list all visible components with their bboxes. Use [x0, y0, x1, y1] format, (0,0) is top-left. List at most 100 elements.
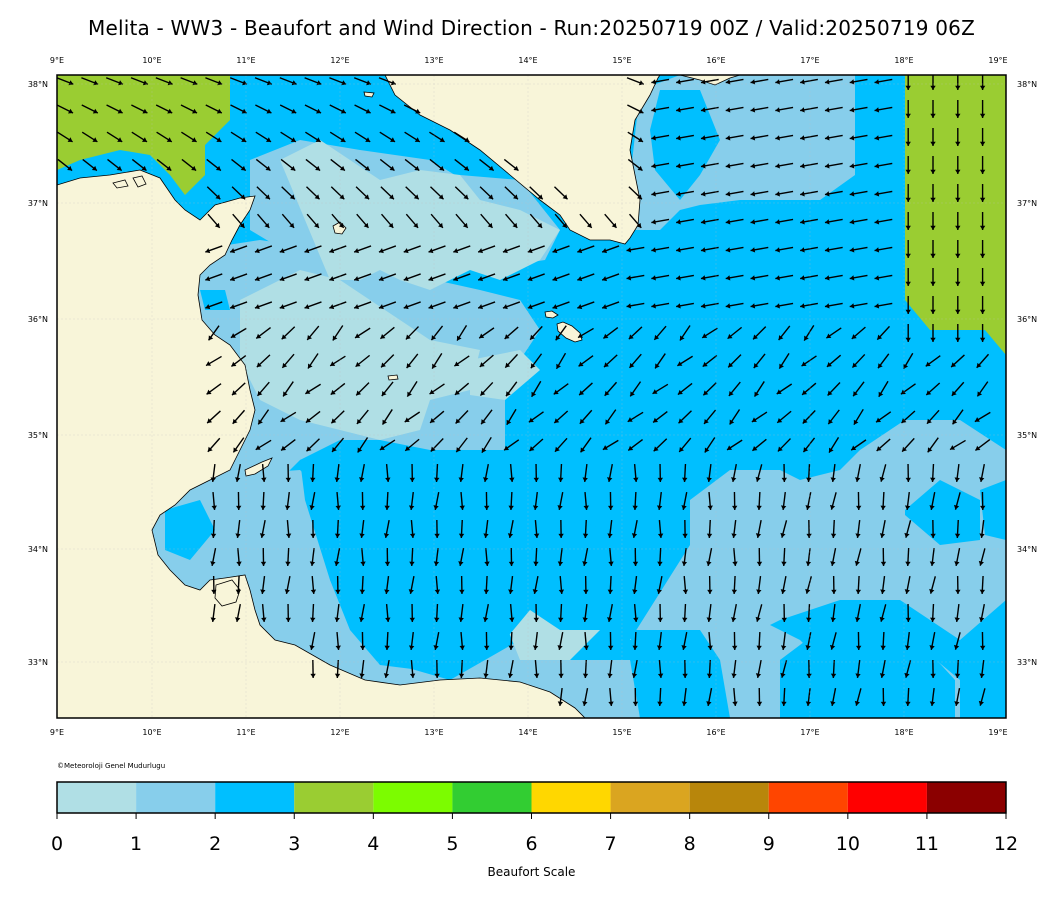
land-masses	[57, 75, 741, 718]
wind-arrow-head	[806, 533, 812, 538]
wind-arrow-head	[537, 222, 543, 228]
wind-arrow-head	[558, 673, 564, 678]
wind-arrow-head	[607, 533, 613, 538]
wind-arrow-head	[304, 304, 310, 310]
wind-arrow-head	[979, 673, 985, 678]
wind-arrow-head	[880, 645, 886, 650]
wind-arrow-head	[611, 222, 617, 228]
wind-arrow-head	[552, 276, 558, 282]
wind-arrow-head	[404, 417, 410, 422]
wind-arrow-head	[955, 141, 961, 146]
wind-arrow-head	[954, 617, 960, 622]
wind-arrow-head	[849, 275, 855, 281]
wind-arrow-head	[265, 165, 271, 171]
wind-arrow-head	[230, 248, 236, 254]
wind-arrow-head	[206, 361, 212, 366]
wind-arrow-head	[236, 561, 242, 566]
wind-arrow-head	[454, 361, 460, 367]
wind-arrow-head	[900, 389, 906, 395]
wind-arrow-head	[310, 589, 317, 594]
colorbar-swatch	[847, 782, 927, 813]
wind-arrow-head	[265, 137, 271, 142]
wind-arrow-head	[558, 589, 565, 594]
wind-arrow-head	[329, 304, 335, 310]
wind-arrow-head	[282, 362, 288, 368]
wind-arrow-head	[755, 616, 761, 622]
colorbar-swatch	[926, 782, 1006, 813]
wind-arrow-head	[577, 248, 583, 254]
wind-arrow-head	[232, 418, 238, 424]
wind-arrow-head	[211, 589, 217, 594]
wind-arrow-head	[456, 447, 462, 453]
wind-arrow-head	[117, 137, 123, 142]
wind-arrow-head	[235, 617, 241, 622]
lat-label: 36°N	[28, 315, 48, 324]
wind-arrow-head	[291, 108, 297, 114]
wind-arrow-head	[479, 362, 485, 367]
wind-arrow-head	[415, 108, 421, 114]
wind-arrow-head	[824, 135, 830, 141]
wind-arrow-head	[604, 390, 610, 396]
wind-arrow-head	[577, 276, 583, 282]
wind-arrow-head	[775, 191, 780, 197]
wind-arrow-head	[780, 532, 786, 538]
wind-arrow-head	[508, 561, 515, 566]
lon-label: 11°E	[236, 728, 255, 737]
wind-arrow-head	[700, 107, 706, 113]
wind-arrow-head	[629, 362, 635, 368]
wind-arrow-head	[904, 532, 910, 538]
wind-arrow-head	[608, 505, 614, 510]
wind-arrow-head	[750, 135, 756, 141]
wind-arrow-head	[638, 108, 644, 114]
wind-arrow-head	[800, 191, 805, 197]
wind-arrow-head	[309, 505, 315, 510]
wind-arrow-head	[431, 335, 437, 341]
wind-arrow-head	[682, 673, 688, 678]
lon-label: 13°E	[424, 56, 443, 65]
wind-arrow-head	[254, 276, 260, 282]
wind-arrow-head	[259, 533, 266, 538]
wind-arrow-head	[856, 645, 862, 650]
wind-arrow-head	[340, 108, 346, 114]
wind-arrow-head	[631, 533, 638, 538]
wind-arrow-head	[91, 165, 97, 171]
wind-arrow-head	[824, 303, 830, 309]
wind-arrow-head	[637, 137, 643, 142]
wind-arrow-head	[827, 390, 833, 396]
wind-arrow-head	[700, 219, 706, 225]
wind-arrow-head	[192, 108, 198, 114]
colorbar-swatch	[531, 782, 611, 813]
wind-arrow-head	[874, 191, 880, 197]
lon-label: 17°E	[800, 728, 819, 737]
wind-arrow-head	[459, 645, 465, 650]
wind-arrow-head	[457, 335, 462, 341]
wind-arrow-head	[979, 309, 986, 314]
wind-arrow-head	[280, 417, 286, 422]
wind-arrow-head	[580, 447, 586, 453]
wind-arrow-head	[316, 108, 322, 114]
wind-arrow-head	[651, 247, 656, 253]
wind-arrow-head	[458, 477, 464, 482]
wind-arrow-head	[953, 504, 960, 510]
wind-arrow-head	[826, 362, 832, 367]
lat-label: 34°N	[28, 545, 48, 554]
wind-arrow-head	[365, 137, 371, 142]
wind-arrow-head	[631, 673, 638, 678]
wind-arrow-head	[464, 137, 470, 142]
wind-arrow-head	[205, 248, 211, 254]
lat-label: 35°N	[28, 431, 48, 440]
wind-arrow-head	[285, 561, 291, 566]
wind-arrow-head	[608, 561, 614, 566]
wind-arrow-head	[750, 79, 756, 85]
wind-arrow-head	[775, 135, 780, 141]
wind-arrow-head	[583, 505, 589, 510]
wind-arrow-head	[458, 561, 464, 566]
wind-arrow-head	[384, 589, 390, 594]
wind-arrow-head	[682, 533, 688, 538]
wind-arrow-head	[408, 645, 415, 650]
wind-arrow-head	[800, 79, 805, 85]
wind-arrow-head	[557, 701, 564, 706]
wind-arrow-head	[930, 309, 936, 314]
wind-arrow-head	[750, 219, 756, 225]
wind-arrow-head	[513, 165, 519, 171]
